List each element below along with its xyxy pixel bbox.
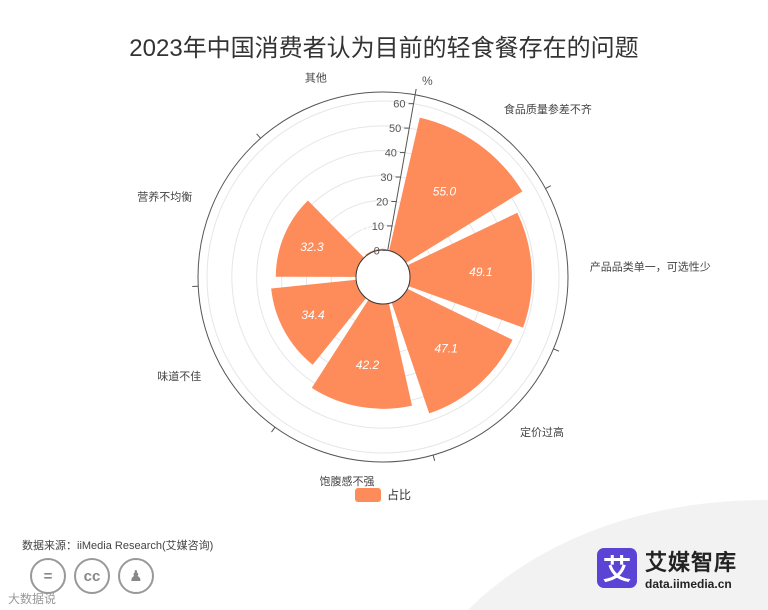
category-label-6: 其他	[305, 72, 327, 85]
category-label-1: 产品品类单一，可选性少	[590, 260, 711, 274]
bar-2	[391, 288, 513, 414]
category-label-2: 定价过高	[520, 425, 564, 439]
outer-tick	[545, 185, 551, 189]
watermark: 大数据说	[8, 592, 57, 606]
category-label-4: 味道不佳	[157, 369, 201, 383]
axis-tick-label: 50	[389, 123, 401, 135]
data-label-2: 47.1	[434, 342, 457, 356]
axis-tick-label: 40	[385, 148, 397, 160]
bar-6	[365, 248, 387, 256]
chart-title: 2023年中国消费者认为目前的轻食餐存在的问题	[129, 35, 639, 62]
bar-5	[275, 200, 365, 277]
data-label-1: 49.1	[469, 265, 492, 279]
legend-swatch	[355, 487, 381, 502]
legend[interactable]: 占比	[355, 486, 411, 503]
axis-tick-label: 60	[393, 99, 405, 111]
brand-logo-block: 艾 艾媒智库 data.iimedia.cn	[597, 545, 737, 591]
data-label-3: 42.2	[356, 358, 380, 372]
outer-tick	[432, 454, 436, 461]
person-icon: ♟	[118, 558, 154, 594]
grid-circle	[206, 100, 560, 454]
equal-icon: =	[30, 558, 66, 594]
grid-circle	[231, 125, 535, 429]
bar-0	[389, 117, 523, 263]
outer-tick	[553, 348, 560, 352]
bar-1	[407, 212, 532, 328]
axis-tick-label: 10	[372, 221, 384, 233]
category-label-5: 营养不均衡	[137, 190, 192, 204]
source-note: 数据来源：iiMedia Research(艾媒咨询)	[22, 540, 214, 552]
bar-3	[311, 299, 413, 409]
bar-4	[271, 279, 367, 365]
data-label-5: 32.3	[300, 240, 324, 254]
axis-tick-label: 30	[380, 172, 392, 184]
category-label-3: 饱腹感不强	[320, 474, 375, 488]
outer-circle	[197, 91, 569, 463]
radial-axis-line	[387, 94, 416, 251]
data-label-6: 0.5	[361, 223, 378, 237]
brand-url: data.iimedia.cn	[645, 577, 732, 591]
outer-tick	[271, 426, 276, 433]
category-label-0: 食品质量参差不齐	[504, 102, 592, 116]
axis-tick-label: 20	[376, 196, 388, 208]
data-label-0: 55.0	[433, 185, 457, 199]
bar-layer: 55.0 49.1 47.1 42.2 34.4 32.3 0.5	[271, 117, 532, 414]
outer-tick	[414, 88, 417, 95]
axis-unit: %	[422, 74, 433, 88]
brand-name: 艾媒智库	[645, 550, 738, 575]
center-hole	[355, 249, 411, 305]
axis-tick-label: 0	[374, 245, 380, 257]
outer-tick	[256, 133, 261, 139]
cc-icon: cc	[74, 558, 110, 594]
brand-logo-icon: 艾	[597, 548, 637, 588]
radial-axis: 0 10 20 30 40 50 60%	[372, 74, 433, 257]
legend-label: 占比	[387, 488, 412, 502]
license-icons: = cc ♟	[30, 558, 162, 594]
data-label-4: 34.4	[301, 308, 325, 322]
